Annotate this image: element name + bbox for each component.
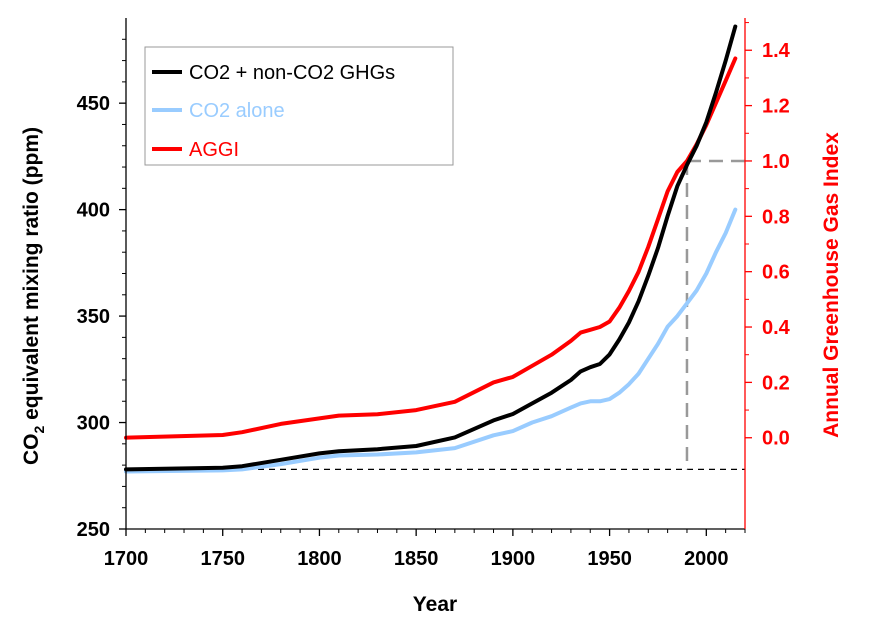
y-axis-left-title-rest: equivalent mixing ratio (ppm)	[20, 127, 43, 426]
y-right-tick-label: 0.0	[762, 428, 790, 450]
x-tick-label: 1750	[200, 548, 245, 570]
y-axis-left-title: CO2 equivalent mixing ratio (ppm)	[20, 127, 47, 465]
y-right-tick-label: 1.2	[762, 96, 790, 118]
x-axis-title: Year	[413, 593, 457, 616]
x-tick-label: 1850	[394, 548, 439, 570]
x-tick-label: 1800	[297, 548, 342, 570]
x-tick-label: 1900	[491, 548, 536, 570]
y-right-tick-label: 0.8	[762, 206, 790, 228]
x-tick-label: 1950	[587, 548, 632, 570]
series-lines	[124, 24, 738, 474]
y-left-tick-label: 300	[77, 413, 110, 435]
y-axis-right-title: Annual Greenhouse Gas Index	[820, 132, 843, 438]
legend-box	[144, 46, 454, 166]
series-line-co2	[124, 207, 738, 474]
y-right-tick-label: 0.6	[762, 262, 790, 284]
y-right-tick-label: 0.2	[762, 372, 790, 394]
axes	[119, 18, 752, 536]
tick-labels: 1700 1750 1800 1850 1900 1950 2000 250 300 350 400…	[77, 40, 791, 570]
x-tick-label: 2000	[684, 548, 729, 570]
y-left-tick-label: 250	[77, 519, 110, 541]
x-tick-label: 1700	[104, 548, 149, 570]
y-left-tick-label: 350	[77, 306, 110, 328]
y-left-tick-label: 450	[77, 93, 110, 115]
legend-label-co2: CO2 alone	[189, 100, 285, 122]
reference-lines	[126, 159, 745, 470]
y-right-tick-label: 1.0	[762, 151, 790, 173]
y-left-tick-label: 400	[77, 200, 110, 222]
legend-label-aggi: AGGI	[189, 139, 239, 161]
legend: CO2 + non-CO2 GHGs CO2 alone AGGI	[144, 46, 454, 166]
y-axis-left-title-main: CO	[20, 434, 43, 466]
series-line-total	[124, 24, 738, 472]
y-right-tick-label: 0.4	[762, 317, 791, 339]
legend-label-total: CO2 + non-CO2 GHGs	[189, 62, 395, 84]
y-axis-left-title-subscript: 2	[31, 426, 47, 434]
y-right-tick-label: 1.4	[762, 40, 791, 62]
